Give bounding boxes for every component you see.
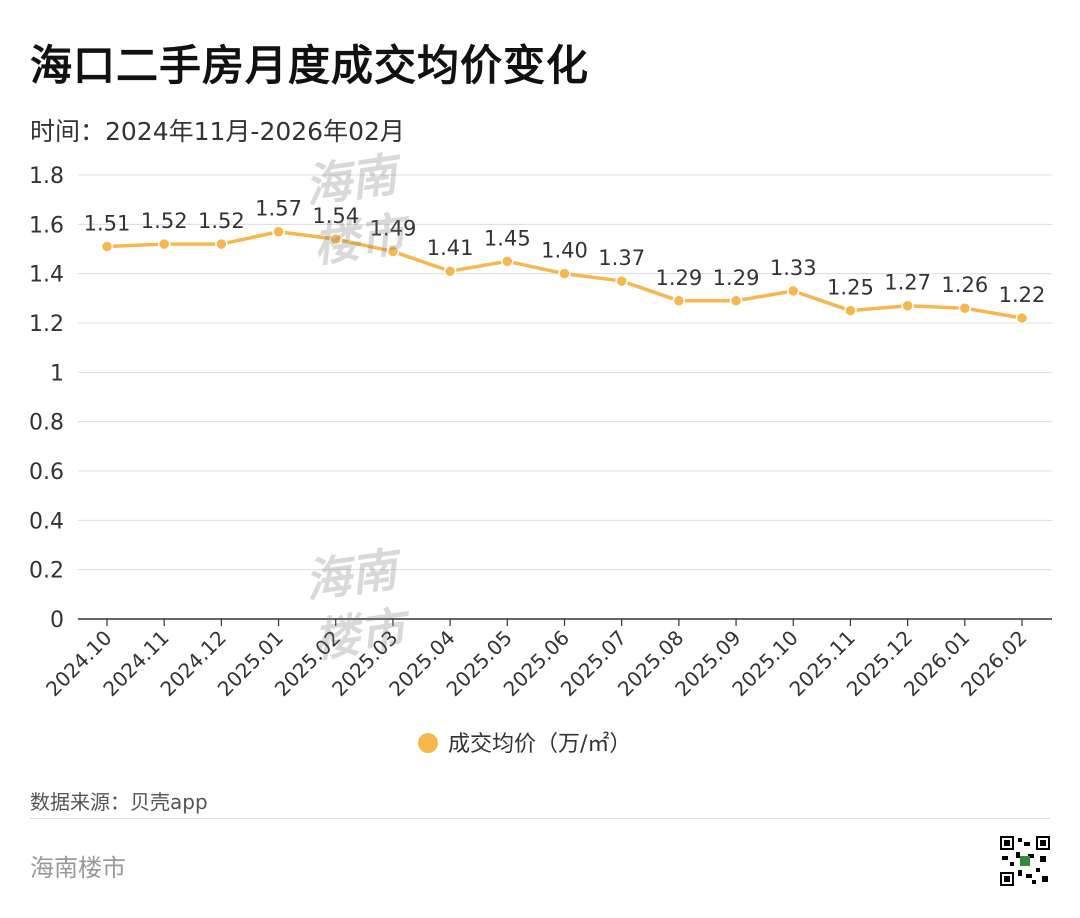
brand-name: 海南楼市 xyxy=(30,854,126,882)
data-label: 1.45 xyxy=(484,226,531,250)
legend-marker xyxy=(418,733,438,753)
data-point xyxy=(329,232,342,246)
data-label: 1.25 xyxy=(827,276,874,300)
divider xyxy=(30,818,1050,819)
data-label: 1.57 xyxy=(255,197,302,221)
data-point xyxy=(100,240,114,253)
data-point xyxy=(215,237,228,251)
data-point xyxy=(386,245,400,258)
data-point xyxy=(615,274,628,288)
y-tick-label: 1.2 xyxy=(29,312,64,337)
data-point xyxy=(729,294,743,308)
y-tick-label: 0.2 xyxy=(29,559,64,584)
data-point xyxy=(272,225,285,238)
y-tick-label: 1.8 xyxy=(29,164,64,189)
y-tick-label: 1.4 xyxy=(29,263,64,288)
data-point xyxy=(672,294,686,308)
qr-code-icon xyxy=(1000,836,1050,886)
data-label: 1.54 xyxy=(312,204,359,228)
y-tick-label: 0 xyxy=(50,608,64,633)
data-label: 1.29 xyxy=(655,266,702,290)
watermark-bottom: 海南 楼市 xyxy=(292,538,418,672)
line-chart: 00.20.40.60.811.21.41.61.82024.102024.11… xyxy=(29,164,1052,757)
data-point xyxy=(501,255,514,268)
data-label: 1.27 xyxy=(884,271,931,295)
data-point xyxy=(787,284,800,298)
data-point xyxy=(901,299,914,312)
y-tick-label: 0.4 xyxy=(29,509,64,534)
data-label: 1.26 xyxy=(941,273,988,297)
watermark-top: 海南 楼市 xyxy=(292,143,418,277)
data-point xyxy=(958,301,972,315)
data-label: 1.22 xyxy=(999,283,1046,307)
chart-subtitle: 时间：2024年11月-2026年02月 xyxy=(30,117,405,146)
data-label: 1.40 xyxy=(541,239,588,263)
data-point xyxy=(844,304,857,317)
data-point xyxy=(157,237,171,251)
data-point xyxy=(443,264,457,278)
y-tick-label: 0.6 xyxy=(29,460,64,485)
data-point xyxy=(1015,311,1029,325)
legend-label: 成交均价（万/㎡） xyxy=(448,731,631,757)
data-label: 1.49 xyxy=(370,216,417,240)
data-label: 1.29 xyxy=(713,266,760,290)
data-point xyxy=(558,267,571,280)
chart-title: 海口二手房月度成交均价变化 xyxy=(30,41,590,90)
data-label: 1.41 xyxy=(427,236,474,260)
data-label: 1.52 xyxy=(198,209,245,233)
y-tick-label: 1 xyxy=(50,361,64,386)
data-label: 1.51 xyxy=(84,212,131,236)
data-label: 1.52 xyxy=(141,209,188,233)
data-label: 1.37 xyxy=(598,246,645,270)
y-tick-label: 0.8 xyxy=(29,411,64,436)
y-tick-label: 1.6 xyxy=(29,213,64,238)
data-label: 1.33 xyxy=(770,256,817,280)
data-source: 数据来源：贝壳app xyxy=(30,790,208,814)
